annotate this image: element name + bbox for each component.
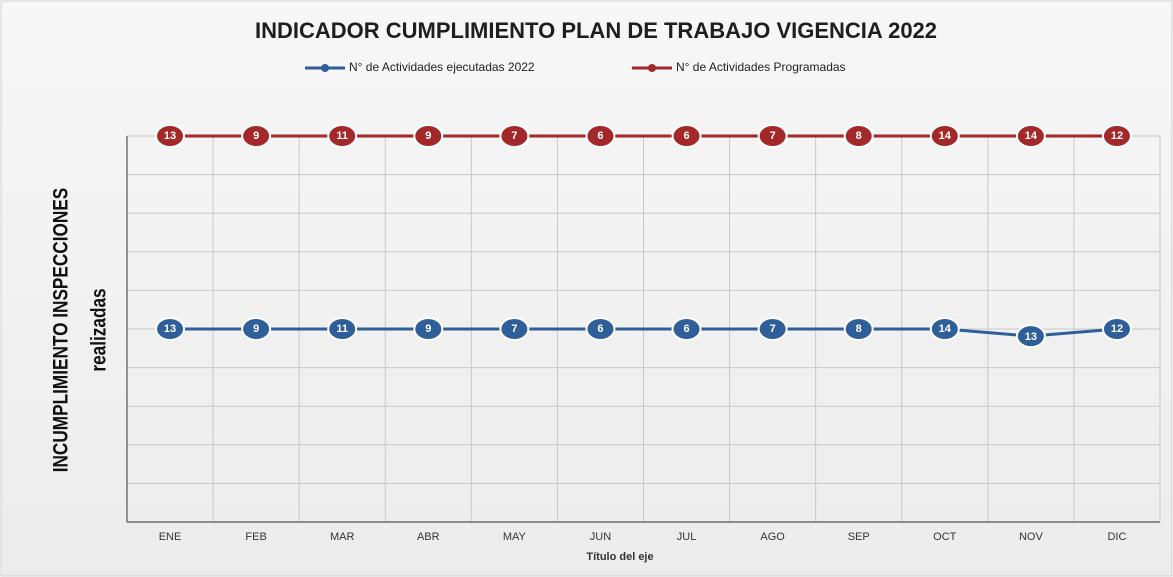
data-label: 7	[511, 130, 517, 142]
marker	[1015, 124, 1046, 148]
marker	[1101, 124, 1132, 148]
marker	[671, 124, 702, 148]
marker	[585, 124, 616, 148]
x-tick-label: JUN	[590, 531, 611, 543]
data-label: 13	[164, 130, 176, 142]
x-tick-label: ENE	[159, 531, 182, 543]
data-label: 9	[253, 323, 259, 335]
data-label: 7	[511, 323, 517, 335]
marker	[499, 317, 530, 341]
data-label: 9	[425, 323, 431, 335]
marker	[413, 124, 444, 148]
y-axis-title: INCUMPLIMIENTO INSPECCIONES realizadas	[50, 188, 111, 473]
data-label: 7	[770, 130, 776, 142]
x-tick-label: DIC	[1107, 531, 1126, 543]
x-axis-title: Título del eje	[586, 551, 653, 563]
data-label: 9	[425, 130, 431, 142]
x-tick-label: MAY	[503, 531, 527, 543]
x-tick-label: JUL	[677, 531, 697, 543]
marker	[327, 317, 358, 341]
y-axis-title-line: INCUMPLIMIENTO INSPECCIONES	[50, 188, 73, 473]
data-label: 13	[164, 323, 176, 335]
legend-marker	[648, 64, 656, 72]
marker	[155, 317, 186, 341]
data-label: 6	[597, 130, 603, 142]
x-tick-label: FEB	[245, 531, 266, 543]
legend-marker	[321, 64, 329, 72]
x-tick-label: MAR	[330, 531, 355, 543]
x-tick-label: ABR	[417, 531, 440, 543]
data-label: 6	[683, 130, 689, 142]
y-axis-title-line: realizadas	[88, 288, 111, 371]
x-tick-label: NOV	[1019, 531, 1044, 543]
marker	[413, 317, 444, 341]
marker	[241, 124, 272, 148]
data-label: 12	[1111, 323, 1123, 335]
marker	[929, 124, 960, 148]
chart-title: INDICADOR CUMPLIMIENTO PLAN DE TRABAJO V…	[255, 18, 937, 43]
marker	[1101, 317, 1132, 341]
data-label: 9	[253, 130, 259, 142]
data-label: 14	[1025, 130, 1038, 142]
data-label: 11	[336, 130, 348, 142]
marker	[1015, 324, 1046, 349]
x-tick-label: AGO	[760, 531, 785, 543]
marker	[155, 124, 186, 148]
data-label: 14	[939, 323, 952, 335]
marker	[499, 124, 530, 148]
legend-label: N° de Actividades Programadas	[676, 60, 846, 74]
data-label: 8	[856, 130, 862, 142]
x-tick-label: OCT	[933, 531, 957, 543]
marker	[241, 317, 272, 341]
data-label: 12	[1111, 130, 1123, 142]
data-label: 6	[683, 323, 689, 335]
data-label: 8	[856, 323, 862, 335]
marker	[327, 124, 358, 148]
marker	[929, 317, 960, 341]
x-tick-label: SEP	[848, 531, 870, 543]
marker	[757, 317, 788, 341]
marker	[585, 317, 616, 341]
data-label: 13	[1025, 331, 1037, 343]
data-label: 6	[597, 323, 603, 335]
data-label: 11	[336, 323, 348, 335]
marker	[757, 124, 788, 148]
legend-label: N° de Actividades ejecutadas 2022	[349, 60, 535, 74]
marker	[671, 317, 702, 341]
data-label: 14	[939, 130, 952, 142]
marker	[843, 124, 874, 148]
data-label: 7	[770, 323, 776, 335]
marker	[843, 317, 874, 341]
